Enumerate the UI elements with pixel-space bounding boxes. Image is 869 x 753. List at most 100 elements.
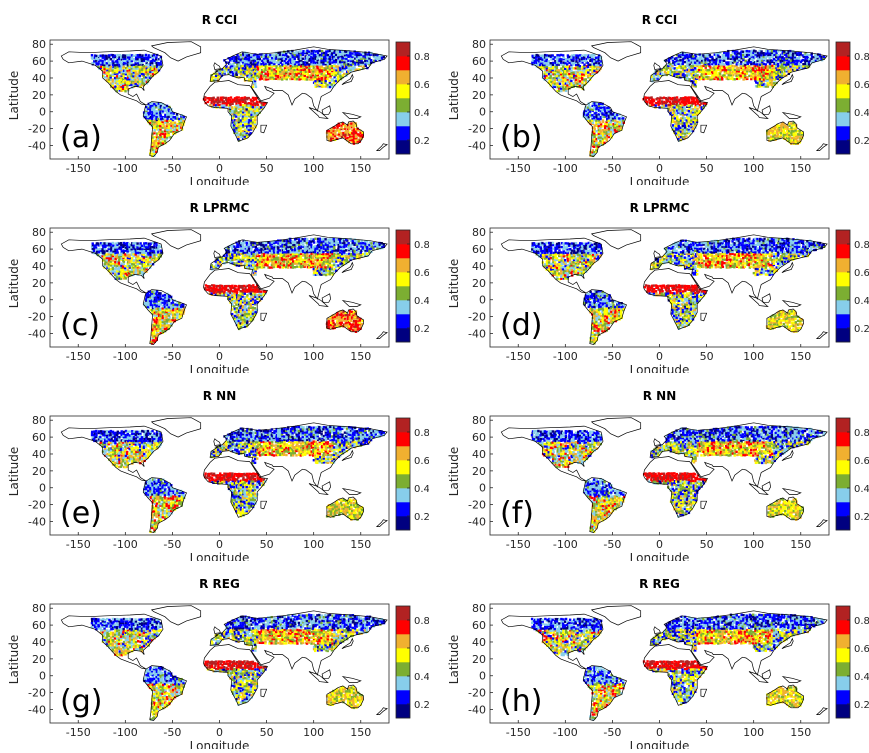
x-tick-label: -150	[66, 726, 91, 739]
y-tick-label: -40	[28, 515, 46, 528]
colorbar-segment	[396, 474, 410, 488]
y-tick-label: 40	[32, 636, 46, 649]
x-tick-label: -150	[506, 538, 531, 551]
colorbar-tick-label: 0.2	[854, 700, 869, 711]
y-tick-label: 20	[32, 653, 46, 666]
colorbar-tick-label: 0.8	[854, 428, 869, 439]
x-tick-label: -50	[163, 726, 181, 739]
colorbar-tick-label: 0.8	[414, 240, 429, 251]
colorbar-segment	[396, 98, 410, 112]
y-tick-label: -40	[468, 327, 486, 340]
colorbar-segment	[396, 620, 410, 634]
colorbar-tick-label: 0.8	[854, 616, 869, 627]
y-tick-label: -20	[28, 311, 46, 324]
colorbar-segment	[836, 704, 850, 718]
y-tick-label: -40	[28, 139, 46, 152]
x-tick-label: 150	[790, 162, 811, 175]
y-tick-label: 80	[32, 602, 46, 615]
colorbar-segment	[396, 70, 410, 84]
x-tick-label: 50	[260, 350, 274, 363]
y-axis-label: Latitude	[447, 635, 461, 684]
y-tick-label: 40	[32, 448, 46, 461]
y-axis-label: Latitude	[447, 71, 461, 120]
colorbar: 0.80.60.40.2	[396, 606, 429, 718]
colorbar-segment	[396, 432, 410, 446]
y-tick-label: 60	[472, 431, 486, 444]
y-tick-label: 20	[32, 465, 46, 478]
y-tick-label: 20	[472, 89, 486, 102]
y-tick-label: -40	[468, 703, 486, 716]
y-tick-label: 20	[32, 89, 46, 102]
colorbar-segment	[396, 516, 410, 530]
colorbar-segment	[836, 314, 850, 328]
colorbar-segment	[396, 676, 410, 690]
panel-title: R NN	[643, 389, 677, 403]
y-axis-label: Latitude	[7, 71, 21, 120]
y-tick-label: 40	[472, 448, 486, 461]
x-tick-label: 100	[303, 350, 324, 363]
y-tick-label: 60	[32, 431, 46, 444]
colorbar-segment	[396, 126, 410, 140]
colorbar-tick-label: 0.2	[854, 324, 869, 335]
colorbar-tick-label: 0.4	[414, 108, 429, 119]
colorbar-tick-label: 0.4	[854, 108, 869, 119]
y-tick-label: -20	[468, 311, 486, 324]
colorbar-segment	[836, 676, 850, 690]
y-tick-label: -40	[468, 515, 486, 528]
colorbar-tick-label: 0.4	[414, 672, 429, 683]
x-tick-label: 0	[656, 162, 663, 175]
x-tick-label: -150	[506, 350, 531, 363]
x-tick-label: 150	[350, 538, 371, 551]
colorbar-tick-label: 0.6	[854, 456, 869, 467]
colorbar-segment	[396, 258, 410, 272]
x-tick-label: 150	[790, 726, 811, 739]
x-tick-label: 150	[350, 726, 371, 739]
colorbar-tick-label: 0.6	[854, 268, 869, 279]
y-tick-label: 20	[472, 277, 486, 290]
colorbar-tick-label: 0.6	[414, 456, 429, 467]
colorbar-segment	[396, 662, 410, 676]
y-tick-label: 80	[472, 602, 486, 615]
colorbar-segment	[396, 704, 410, 718]
y-tick-label: 0	[479, 670, 486, 683]
y-axis-label: Latitude	[447, 447, 461, 496]
colorbar-tick-label: 0.4	[414, 296, 429, 307]
y-tick-label: 80	[472, 38, 486, 51]
colorbar-tick-label: 0.2	[414, 324, 429, 335]
colorbar-segment	[396, 634, 410, 648]
x-tick-label: 50	[700, 162, 714, 175]
colorbar-tick-label: 0.6	[414, 268, 429, 279]
x-tick-label: -100	[113, 726, 138, 739]
y-tick-label: 0	[479, 482, 486, 495]
colorbar-segment	[836, 620, 850, 634]
y-tick-label: 60	[32, 55, 46, 68]
colorbar-segment	[396, 112, 410, 126]
colorbar-segment	[396, 244, 410, 258]
x-axis-label: Longitude	[630, 739, 690, 749]
x-tick-label: -150	[506, 726, 531, 739]
colorbar-segment	[836, 502, 850, 516]
colorbar-tick-label: 0.8	[414, 428, 429, 439]
x-tick-label: -150	[66, 538, 91, 551]
x-axis-label: Longitude	[190, 739, 250, 749]
x-tick-label: -100	[113, 350, 138, 363]
x-tick-label: -100	[113, 538, 138, 551]
colorbar-tick-label: 0.2	[414, 512, 429, 523]
x-tick-label: 100	[303, 726, 324, 739]
panel-letter: (e)	[60, 496, 102, 531]
panel-title: R REG	[199, 577, 240, 591]
y-tick-label: 20	[472, 653, 486, 666]
y-tick-label: -20	[28, 687, 46, 700]
x-tick-label: -50	[603, 538, 621, 551]
x-tick-label: 0	[656, 538, 663, 551]
colorbar-segment	[836, 84, 850, 98]
colorbar-tick-label: 0.6	[414, 80, 429, 91]
panel-title: R LPRMC	[630, 201, 690, 215]
panel-letter: (b)	[500, 120, 542, 155]
